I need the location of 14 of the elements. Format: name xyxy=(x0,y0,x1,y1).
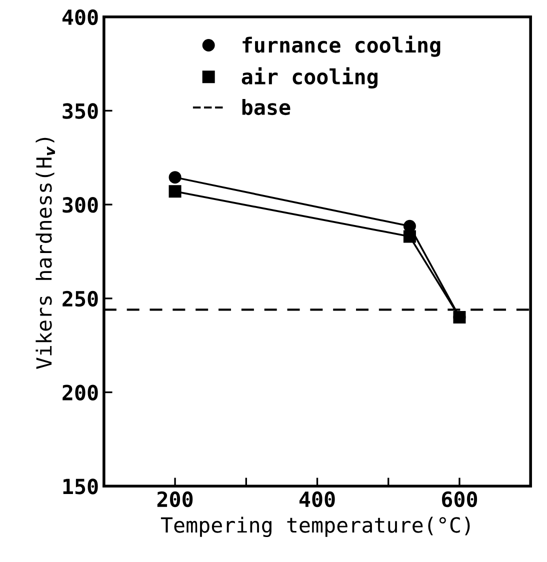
y-tick-label: 350 xyxy=(62,103,98,119)
x-tick-label: 400 xyxy=(299,491,335,508)
y-tick-label: 250 xyxy=(62,290,98,307)
legend-label: base xyxy=(242,98,290,116)
y-tick-label: 400 xyxy=(62,9,98,26)
x-axis-title: Tempering temperature(°C) xyxy=(160,516,470,538)
y-tick-label: 200 xyxy=(62,384,98,400)
x-tick-label: 200 xyxy=(157,491,193,508)
y-axis-title: Vikers hardness(H$_{v}$) xyxy=(36,138,55,370)
y-tick-label: 150 xyxy=(63,478,98,494)
y-tick-label: 300 xyxy=(62,197,98,213)
x-tick-label: 600 xyxy=(442,491,478,508)
legend-label: furnance cooling xyxy=(242,36,440,57)
legend-label: air cooling xyxy=(242,67,378,89)
